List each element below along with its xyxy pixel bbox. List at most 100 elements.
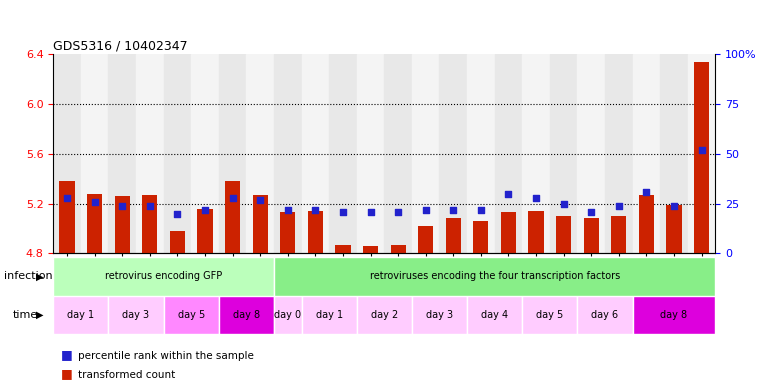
Point: [88, 199, 100, 205]
Point: [61, 194, 73, 200]
Bar: [694, 63, 709, 253]
Text: day 8: day 8: [661, 310, 687, 320]
Bar: [412, 296, 467, 334]
Text: time: time: [13, 310, 38, 320]
Bar: [549, 54, 578, 253]
Bar: [301, 296, 357, 334]
Text: day 5: day 5: [537, 310, 563, 320]
Text: day 1: day 1: [67, 310, 94, 320]
Bar: [53, 54, 81, 253]
Point: [365, 209, 377, 215]
Bar: [108, 296, 164, 334]
Point: [530, 194, 542, 200]
Point: [171, 210, 183, 217]
Point: [585, 209, 597, 215]
Bar: [247, 54, 274, 253]
Bar: [191, 54, 219, 253]
Point: [199, 207, 211, 213]
Point: [227, 194, 239, 200]
Bar: [164, 54, 191, 253]
Text: day 5: day 5: [177, 310, 205, 320]
Text: infection: infection: [4, 271, 53, 281]
Bar: [170, 231, 185, 253]
Bar: [274, 296, 301, 334]
Bar: [584, 218, 599, 253]
Text: day 1: day 1: [316, 310, 342, 320]
Bar: [307, 211, 323, 253]
Text: day 0: day 0: [274, 310, 301, 320]
Point: [558, 200, 570, 207]
Point: [282, 207, 294, 213]
Text: retroviruses encoding the four transcription factors: retroviruses encoding the four transcrip…: [370, 271, 619, 281]
Text: ▶: ▶: [36, 271, 43, 281]
Bar: [87, 194, 102, 253]
Bar: [632, 296, 715, 334]
Bar: [467, 296, 522, 334]
Text: day 3: day 3: [426, 310, 453, 320]
Point: [254, 197, 266, 203]
Bar: [219, 296, 274, 334]
Bar: [142, 195, 158, 253]
Bar: [357, 54, 384, 253]
Point: [392, 209, 404, 215]
Point: [640, 189, 652, 195]
Bar: [632, 54, 660, 253]
Bar: [274, 257, 715, 296]
Bar: [384, 54, 412, 253]
Bar: [280, 212, 295, 253]
Point: [668, 202, 680, 209]
Bar: [219, 54, 247, 253]
Bar: [688, 54, 715, 253]
Text: day 6: day 6: [591, 310, 619, 320]
Bar: [473, 221, 489, 253]
Text: day 2: day 2: [371, 310, 398, 320]
Text: day 3: day 3: [123, 310, 150, 320]
Bar: [357, 296, 412, 334]
Bar: [611, 216, 626, 253]
Bar: [225, 181, 240, 253]
Bar: [528, 211, 543, 253]
Bar: [329, 54, 357, 253]
Text: day 8: day 8: [233, 310, 260, 320]
Bar: [446, 218, 461, 253]
Bar: [412, 54, 440, 253]
Text: retrovirus encoding GFP: retrovirus encoding GFP: [105, 271, 222, 281]
Bar: [638, 195, 654, 253]
Text: ▶: ▶: [36, 310, 43, 320]
Bar: [467, 54, 495, 253]
Bar: [660, 54, 688, 253]
Bar: [274, 54, 301, 253]
Bar: [418, 226, 433, 253]
Bar: [556, 216, 572, 253]
Bar: [136, 54, 164, 253]
Point: [447, 207, 460, 213]
Bar: [667, 205, 682, 253]
Bar: [115, 196, 130, 253]
Bar: [59, 181, 75, 253]
Bar: [578, 296, 632, 334]
Bar: [522, 296, 578, 334]
Bar: [495, 54, 522, 253]
Bar: [501, 212, 516, 253]
Bar: [253, 195, 268, 253]
Text: percentile rank within the sample: percentile rank within the sample: [78, 351, 253, 361]
Bar: [301, 54, 329, 253]
Bar: [578, 54, 605, 253]
Point: [337, 209, 349, 215]
Point: [502, 190, 514, 197]
Text: ■: ■: [61, 348, 72, 361]
Bar: [363, 246, 378, 253]
Point: [116, 202, 129, 209]
Bar: [522, 54, 549, 253]
Point: [696, 147, 708, 153]
Bar: [53, 296, 108, 334]
Bar: [440, 54, 467, 253]
Bar: [81, 54, 108, 253]
Bar: [336, 245, 351, 253]
Bar: [390, 245, 406, 253]
Text: GDS5316 / 10402347: GDS5316 / 10402347: [53, 40, 188, 53]
Bar: [197, 209, 212, 253]
Bar: [108, 54, 136, 253]
Point: [613, 202, 625, 209]
Point: [309, 207, 321, 213]
